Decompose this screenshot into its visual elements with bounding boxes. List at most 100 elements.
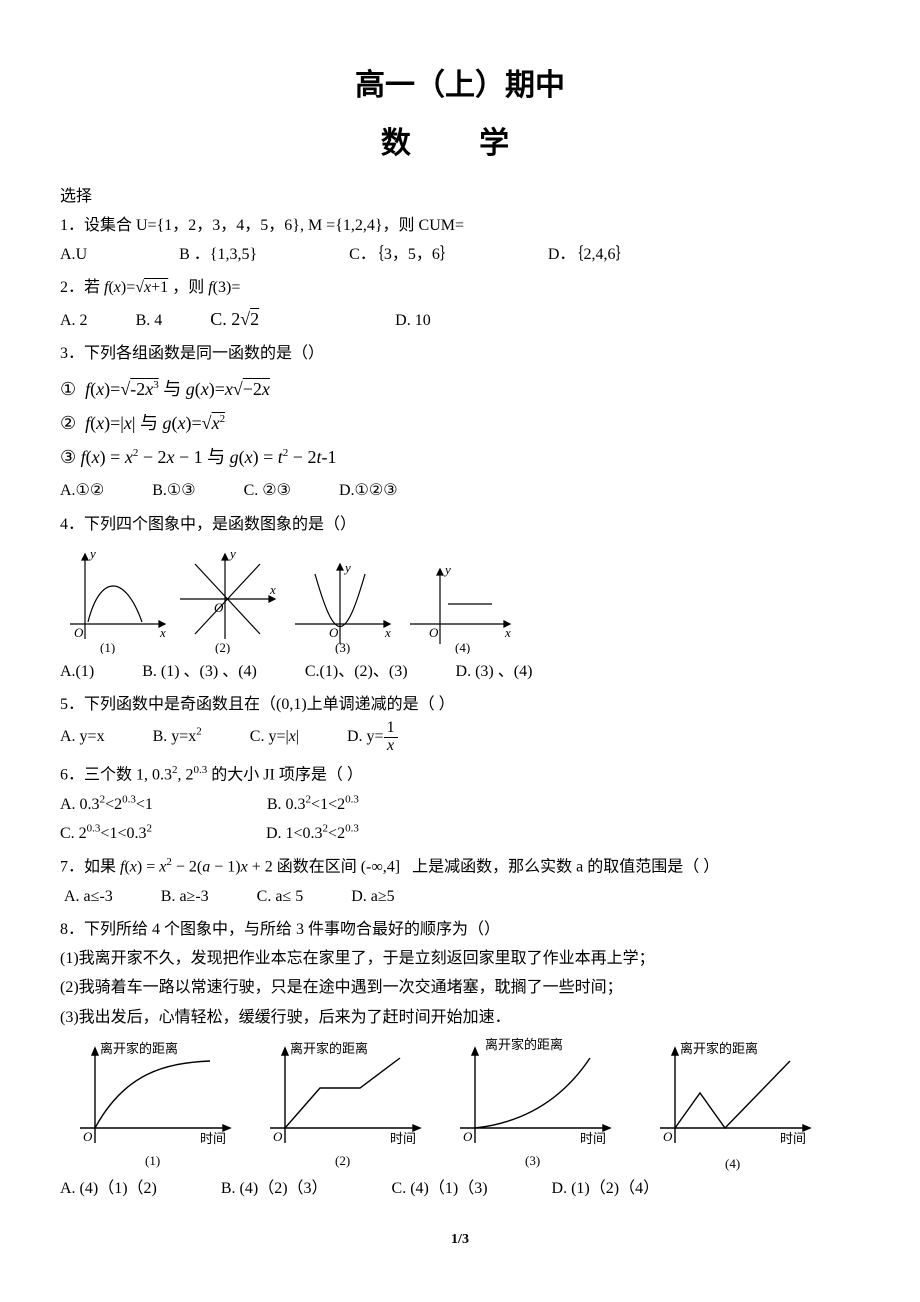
svg-text:O: O — [663, 1129, 673, 1144]
svg-text:时间: 时间 — [580, 1131, 606, 1146]
q4-opt-b: B. (1) 、(3) 、(4) — [142, 663, 257, 680]
q3-item3: ③ f(x) = x2 − 2x − 1 与 g(x) = t2 − 2t-1 — [60, 443, 860, 469]
q7-opt-a: A. a≤-3 — [60, 888, 113, 905]
q3-opt-b: B.①③ — [152, 482, 195, 499]
q4-options: A.(1) B. (1) 、(3) 、(4) C.(1)、(2)、(3) D. … — [60, 658, 860, 685]
q1-opt-a: A.U — [60, 246, 131, 263]
svg-text:时间: 时间 — [780, 1131, 806, 1146]
svg-text:O: O — [429, 625, 439, 640]
svg-text:O: O — [273, 1129, 283, 1144]
q5-opt-b: B. y=x2 — [153, 728, 202, 745]
svg-text:时间: 时间 — [390, 1131, 416, 1146]
q6-options-row1: A. 0.32<20.3<1 B. 0.32<1<20.3 — [60, 790, 860, 818]
q5-stem: 5．下列函数中是奇函数且在（(0,1)上单调递减的是（ ） — [60, 691, 860, 718]
svg-text:y: y — [443, 562, 451, 577]
q2-options: A. 2 B. 4 C. 2√2 D. 10 — [60, 304, 860, 335]
svg-text:y: y — [343, 560, 351, 575]
q3-options: A.①② B.①③ C. ②③ D.①②③ — [60, 477, 860, 504]
q8-opt-b: B. (4)（2)（3） — [221, 1180, 328, 1197]
q1-opt-b-text: ．{1,3,5} — [194, 246, 257, 263]
q8-graphs: 离开家的距离 O 时间 (1) 离开家的距离 O 时间 (2) 离开家的距离 — [60, 1033, 860, 1173]
q1-opt-c: C．｛3，5，6｝ — [349, 246, 500, 263]
svg-text:x: x — [384, 625, 391, 640]
svg-text:离开家的距离: 离开家的距离 — [290, 1041, 368, 1056]
q8-opt-a: A. (4)（1)（2) — [60, 1180, 157, 1197]
section-label: 选择 — [60, 182, 860, 206]
q4-opt-c: C.(1)、(2)、(3) — [305, 663, 408, 680]
svg-text:(3): (3) — [335, 640, 350, 654]
svg-text:O: O — [329, 625, 339, 640]
svg-text:(2): (2) — [335, 1153, 350, 1168]
page-title: 高一（上）期中 — [60, 60, 860, 104]
q7-stem: 7．如果 f(x) = x2 − 2(a − 1)x + 2 函数在区间 (-∞… — [60, 853, 860, 881]
q6-opt-a: A. 0.32<20.3<1 — [60, 796, 153, 813]
q4-opt-d: D. (3) 、(4) — [456, 663, 533, 680]
q8-graph-svg: 离开家的距离 O 时间 (1) 离开家的距离 O 时间 (2) 离开家的距离 — [60, 1033, 840, 1173]
svg-text:离开家的距离: 离开家的距离 — [680, 1041, 758, 1056]
q2-opt-b: B. 4 — [136, 312, 163, 329]
svg-text:(4): (4) — [725, 1156, 740, 1171]
q6-opt-b: B. 0.32<1<20.3 — [267, 796, 359, 813]
q6-options-row2: C. 20.3<1<0.32 D. 1<0.32<20.3 — [60, 820, 860, 848]
q4-stem: 4．下列四个图象中，是函数图象的是（） — [60, 511, 860, 538]
q2-opt-a: A. 2 — [60, 312, 88, 329]
q2-prefix: 2．若 — [60, 279, 104, 296]
q8-opt-c: C. (4)（1)（3) — [392, 1180, 488, 1197]
page-number: 1 — [451, 1232, 458, 1247]
q7-opt-b: B. a≥-3 — [161, 888, 209, 905]
svg-text:O: O — [463, 1129, 473, 1144]
q8-options: A. (4)（1)（2) B. (4)（2)（3） C. (4)（1)（3) D… — [60, 1175, 860, 1202]
q4-graph-svg: O x y O x y O x y — [60, 544, 530, 654]
q8-opt-d: D. (1)（2)（4） — [552, 1180, 660, 1197]
q3-item1: ① f(x)=√-2x3 与 g(x)=x√−2x — [60, 375, 860, 401]
svg-text:时间: 时间 — [200, 1131, 226, 1146]
page-subtitle: 数 学 — [60, 118, 860, 162]
svg-text:(3): (3) — [525, 1153, 540, 1168]
svg-text:x: x — [159, 625, 166, 640]
svg-text:y: y — [228, 546, 236, 561]
q3-item2: ② f(x)=|x| 与 g(x)=√x2 — [60, 409, 860, 435]
q1-options: A.U B ．{1,3,5} C．｛3，5，6｝ D．｛2,4,6｝ — [60, 241, 860, 268]
q3-opt-d: D.①②③ — [339, 482, 398, 499]
q1-stem: 1．设集合 U={1，2，3，4，5，6}, M ={1,2,4}，则 CUM= — [60, 212, 860, 239]
svg-text:x: x — [504, 625, 511, 640]
q1-opt-d: D．｛2,4,6｝ — [548, 246, 676, 263]
svg-text:y: y — [88, 546, 96, 561]
q6-opt-d: D. 1<0.32<20.3 — [266, 825, 359, 842]
svg-text:(2): (2) — [215, 640, 230, 654]
q2-stem: 2．若 f(x)=√x+1 ，则 f(3)= — [60, 274, 860, 301]
q4-opt-a: A.(1) — [60, 663, 94, 680]
q8-story3: (3)我出发后，心情轻松，缓缓行驶，后来为了赶时间开始加速． — [60, 1004, 860, 1031]
q3-opt-a: A.①② — [60, 482, 104, 499]
q3-opt-c: C. ②③ — [244, 482, 291, 499]
svg-text:O: O — [83, 1129, 93, 1144]
q1-opt-c-text: ｛3，5，6｝ — [376, 246, 456, 263]
page-footer: 1/3 — [60, 1232, 860, 1248]
q5-options: A. y=x B. y=x2 C. y=|x| D. y=1x — [60, 720, 860, 755]
q8-story2: (2)我骑着车一路以常速行驶，只是在途中遇到一次交通堵塞，耽搁了一些时间； — [60, 974, 860, 1001]
q4-graphs: O x y O x y O x y — [60, 544, 860, 654]
svg-text:(4): (4) — [455, 640, 470, 654]
svg-text:(1): (1) — [145, 1153, 160, 1168]
svg-text:离开家的距离: 离开家的距离 — [485, 1037, 563, 1052]
page-total: 3 — [462, 1232, 469, 1247]
svg-text:O: O — [74, 625, 84, 640]
q1-opt-a-text: U — [76, 246, 88, 263]
q5-opt-d: D. y=1x — [347, 728, 486, 745]
q2-suffix: ，则 f(3)= — [172, 279, 240, 296]
q3-stem: 3．下列各组函数是同一函数的是（） — [60, 340, 860, 367]
svg-text:(1): (1) — [100, 640, 115, 654]
q7-opt-d: D. a≥5 — [351, 888, 394, 905]
q5-opt-c: C. y=|x| — [250, 728, 299, 745]
svg-text:x: x — [269, 582, 276, 597]
q1-opt-d-text: ｛2,4,6｝ — [575, 246, 631, 263]
q6-opt-c: C. 20.3<1<0.32 — [60, 825, 152, 842]
q2-opt-c: C. 2√2 — [210, 309, 347, 329]
svg-text:离开家的距离: 离开家的距离 — [100, 1041, 178, 1056]
q8-stem: 8．下列所给 4 个图象中，与所给 3 件事吻合最好的顺序为（） — [60, 916, 860, 943]
q2-opt-d: D. 10 — [395, 312, 431, 329]
q8-story1: (1)我离开家不久，发现把作业本忘在家里了，于是立刻返回家里取了作业本再上学； — [60, 945, 860, 972]
q5-opt-a: A. y=x — [60, 728, 105, 745]
q6-stem: 6．三个数 1, 0.32, 20.3 的大小 JI 项序是（ ） — [60, 761, 860, 789]
q7-opt-c: C. a≤ 5 — [257, 888, 304, 905]
